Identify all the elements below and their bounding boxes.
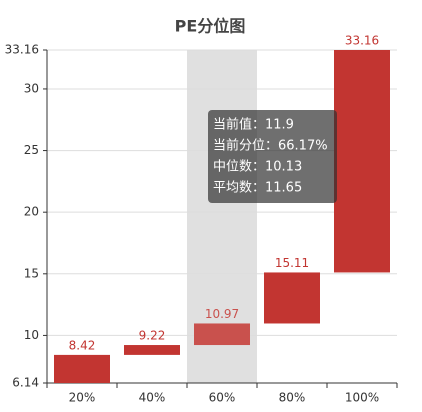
bar (124, 345, 180, 355)
y-tick-label: 15 (24, 266, 39, 280)
tooltip-line: 中位数：10.13 (213, 160, 302, 175)
tooltip: 当前值：11.9 当前分位：66.17% 中位数：10.13 平均数：11.65 (208, 110, 337, 203)
y-tick-label: 25 (24, 143, 39, 157)
bar (334, 50, 390, 273)
y-tick-label: 30 (24, 81, 39, 95)
y-tick-label: 6.14 (12, 376, 39, 390)
data-label: 10.97 (205, 307, 239, 321)
y-tick-label: 20 (24, 205, 39, 219)
y-tick-label: 33.16 (5, 43, 39, 57)
data-label: 9.22 (139, 329, 166, 343)
x-tick-label: 20% (69, 391, 96, 405)
bar (264, 272, 320, 324)
tooltip-line: 平均数：11.65 (213, 181, 302, 196)
x-tick-label: 100% (345, 391, 379, 405)
bar (194, 323, 250, 346)
y-tick-label: 10 (24, 328, 39, 342)
bar (54, 354, 110, 383)
chart-title: PE分位图 (175, 17, 246, 36)
data-label: 8.42 (69, 338, 96, 352)
x-tick-label: 60% (209, 391, 236, 405)
data-label: 33.16 (345, 34, 379, 48)
x-tick-label: 40% (139, 391, 166, 405)
tooltip-box (208, 110, 337, 203)
tooltip-line: 当前分位：66.17% (213, 138, 328, 154)
x-tick-label: 80% (279, 391, 306, 405)
tooltip-line: 当前值：11.9 (213, 117, 294, 133)
data-label: 15.11 (275, 256, 309, 270)
